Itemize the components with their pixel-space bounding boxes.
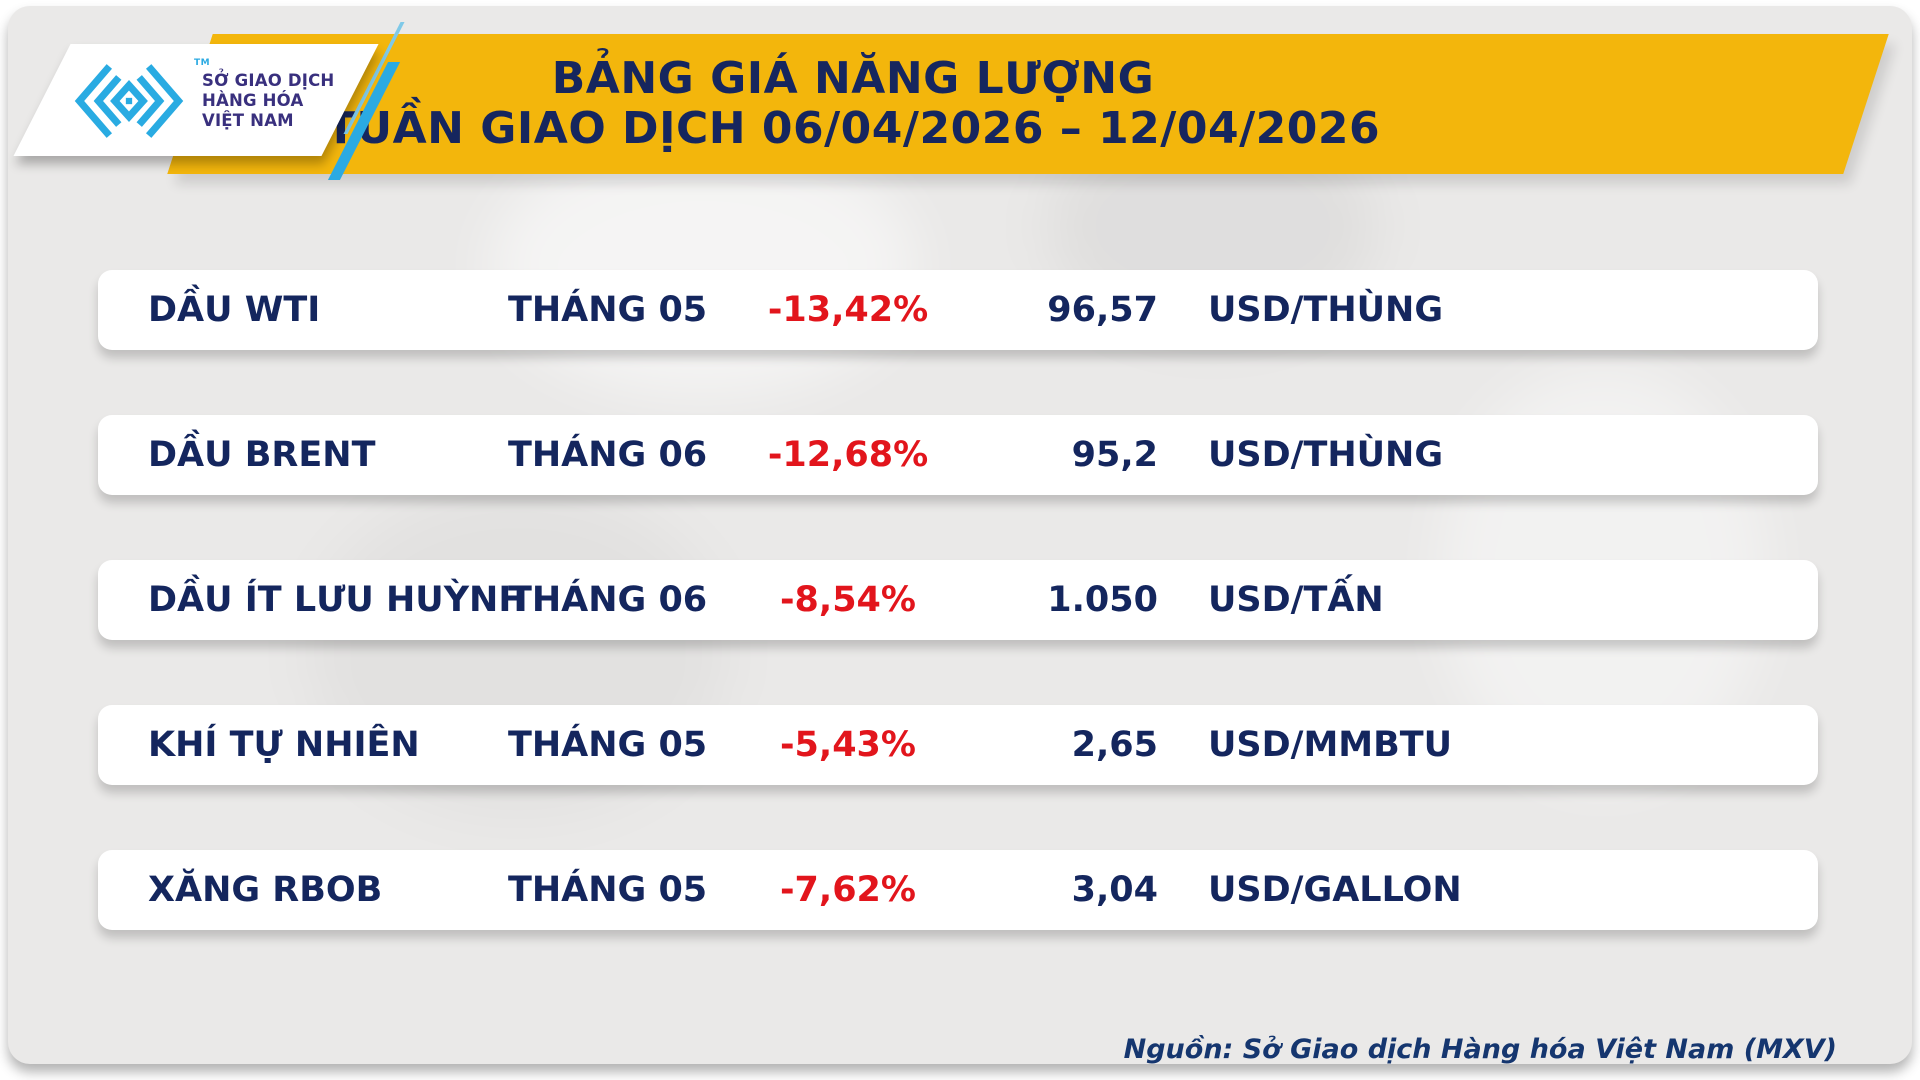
table-row: XĂNG RBOB THÁNG 05 -7,62% 3,04 USD/GALLO… — [98, 850, 1818, 930]
price-unit: USD/THÙNG — [1208, 435, 1444, 475]
price-value: 2,65 — [1071, 725, 1158, 765]
contract-month: THÁNG 05 — [508, 290, 708, 330]
contract-month: THÁNG 05 — [508, 870, 708, 910]
page-subtitle: TUẦN GIAO DỊCH 06/04/2026 – 12/04/2026 — [325, 103, 1381, 154]
commodity-name: DẦU BRENT — [148, 435, 376, 475]
price-unit: USD/THÙNG — [1208, 290, 1444, 330]
weekly-change: -13,42% — [767, 290, 929, 330]
contract-month: THÁNG 06 — [508, 580, 708, 620]
logo-org-line: HÀNG HÓA — [202, 91, 304, 110]
weekly-change: -8,54% — [780, 580, 916, 620]
logo-org-name: SỞ GIAO DỊCH HÀNG HÓA VIỆT NAM — [202, 71, 334, 131]
commodity-name: KHÍ TỰ NHIÊN — [148, 725, 420, 765]
price-value: 3,04 — [1071, 870, 1158, 910]
source-note: Nguồn: Sở Giao dịch Hàng hóa Việt Nam (M… — [1123, 1034, 1837, 1064]
table-row: KHÍ TỰ NHIÊN THÁNG 05 -5,43% 2,65 USD/MM… — [98, 705, 1818, 785]
mxv-logo: TM SỞ GIAO DỊCH HÀNG HÓA VIỆT NAM — [70, 54, 360, 148]
weekly-change: -12,68% — [767, 435, 929, 475]
trademark-label: TM — [194, 58, 211, 68]
table-row: DẦU ÍT LƯU HUỲNH THÁNG 06 -8,54% 1.050 U… — [98, 560, 1818, 640]
page-title: BẢNG GIÁ NĂNG LƯỢNG — [551, 53, 1155, 104]
map-watermark — [488, 136, 918, 396]
price-value: 95,2 — [1071, 435, 1158, 475]
weekly-change: -5,43% — [780, 725, 916, 765]
price-value: 96,57 — [1047, 290, 1158, 330]
price-unit: USD/MMBTU — [1208, 725, 1453, 765]
price-value: 1.050 — [1047, 580, 1158, 620]
page-title-block: BẢNG GIÁ NĂNG LƯỢNG TUẦN GIAO DỊCH 06/04… — [213, 34, 1493, 174]
price-unit: USD/GALLON — [1208, 870, 1462, 910]
logo-org-line: VIỆT NAM — [202, 111, 294, 130]
contract-month: THÁNG 06 — [508, 435, 708, 475]
page-frame: BẢNG GIÁ NĂNG LƯỢNG TUẦN GIAO DỊCH 06/04… — [8, 6, 1912, 1064]
commodity-name: DẦU WTI — [148, 290, 321, 330]
mxv-chevron-logo-icon — [74, 64, 184, 138]
table-row: DẦU BRENT THÁNG 06 -12,68% 95,2 USD/THÙN… — [98, 415, 1818, 495]
weekly-change: -7,62% — [780, 870, 916, 910]
commodity-name: DẦU ÍT LƯU HUỲNH — [148, 580, 528, 620]
commodity-name: XĂNG RBOB — [148, 870, 383, 910]
contract-month: THÁNG 05 — [508, 725, 708, 765]
table-row: DẦU WTI THÁNG 05 -13,42% 96,57 USD/THÙNG — [98, 270, 1818, 350]
logo-org-line: SỞ GIAO DỊCH — [202, 71, 335, 90]
price-unit: USD/TẤN — [1208, 580, 1384, 620]
